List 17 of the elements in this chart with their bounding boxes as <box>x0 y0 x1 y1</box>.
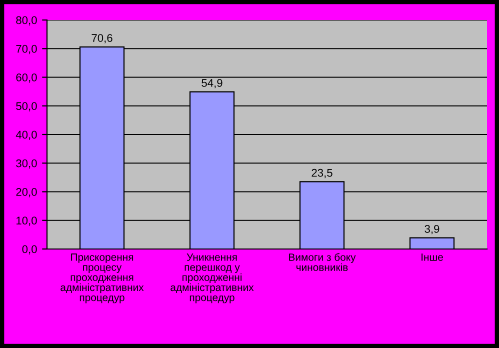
x-tick-label: Інше <box>422 254 443 261</box>
data-label: 23,5 <box>312 168 332 178</box>
y-tick-label: 70,0 <box>16 44 37 54</box>
y-tick-label: 80,0 <box>16 16 37 26</box>
x-tick-label: Прискорення процесу проходження адміністративних процедур <box>60 254 144 304</box>
y-tick-label: 40,0 <box>16 130 37 140</box>
y-tick-label: 0,0 <box>22 245 37 254</box>
y-tick-label: 60,0 <box>16 74 37 83</box>
y-tick-label: 10,0 <box>16 216 37 226</box>
data-label: 3,9 <box>424 224 440 234</box>
x-tick-label: Уникнення перешкод у проходженні адміністративних процедур <box>170 254 254 304</box>
data-label: 54,9 <box>202 79 222 88</box>
data-label: 70,6 <box>92 34 112 44</box>
y-tick-label: 30,0 <box>16 159 37 169</box>
y-tick-label: 50,0 <box>16 102 37 112</box>
y-tick-label: 20,0 <box>16 188 37 198</box>
x-tick-label: Вимоги з боку чиновників <box>289 253 356 271</box>
